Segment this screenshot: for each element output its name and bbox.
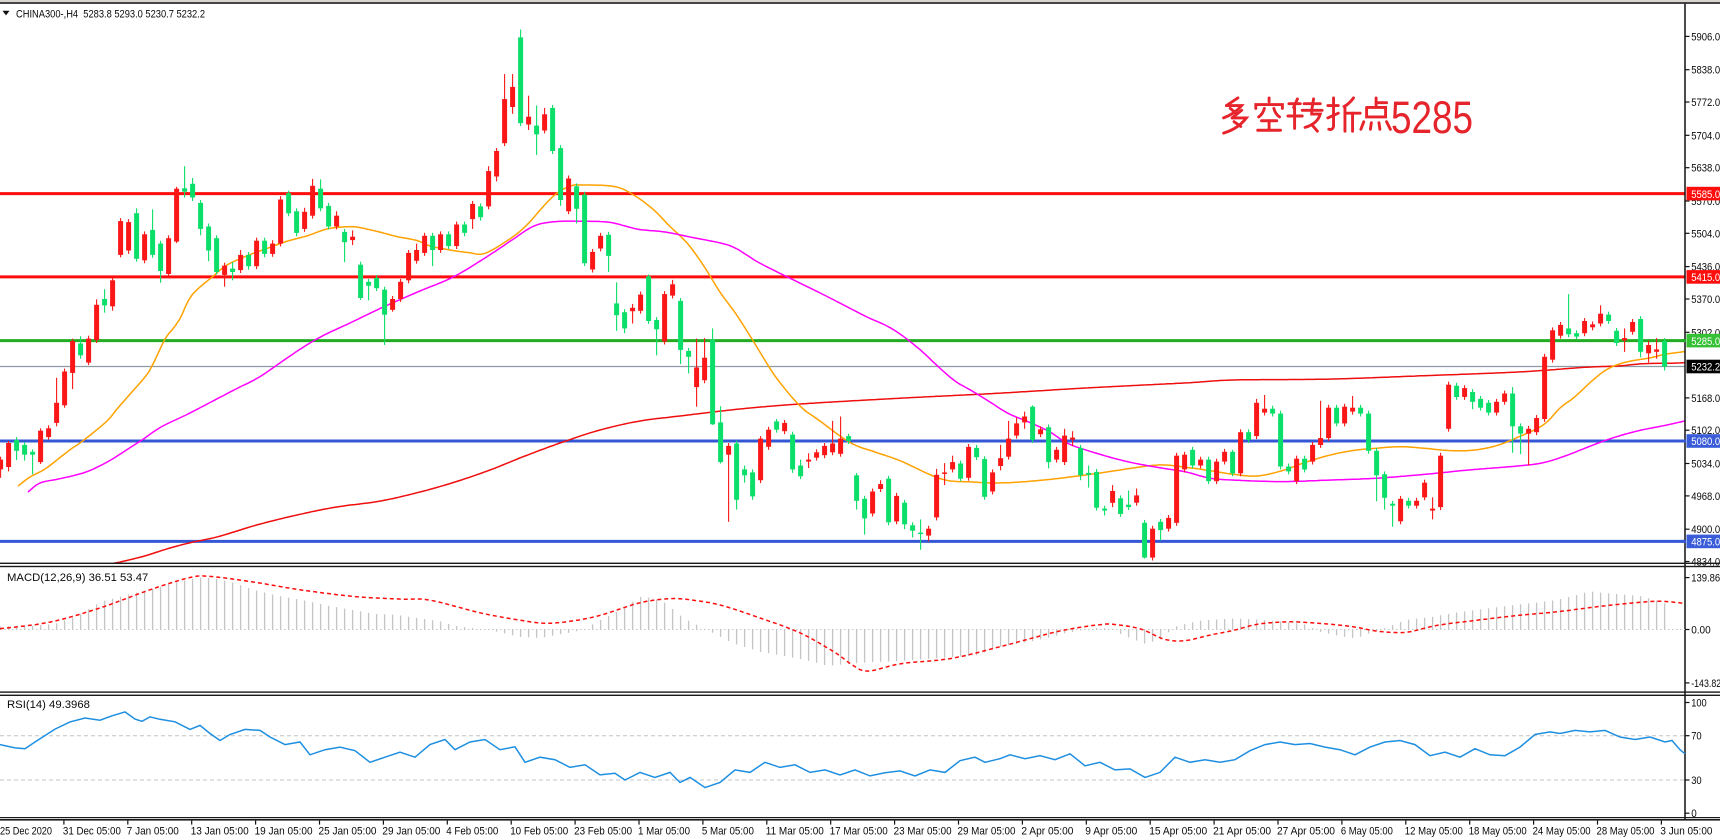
svg-text:6 May 05:00: 6 May 05:00 <box>1341 826 1393 838</box>
svg-text:31 Dec 05:00: 31 Dec 05:00 <box>63 826 121 838</box>
svg-text:5285: 5285 <box>1391 92 1473 143</box>
svg-text:11 Mar 05:00: 11 Mar 05:00 <box>766 826 824 838</box>
svg-text:24 May 05:00: 24 May 05:00 <box>1533 826 1591 838</box>
svg-text:4900.0: 4900.0 <box>1691 524 1720 536</box>
svg-text:5232.2: 5232.2 <box>1691 362 1720 374</box>
svg-text:28 May 05:00: 28 May 05:00 <box>1597 826 1655 838</box>
svg-text:5168.0: 5168.0 <box>1691 393 1720 405</box>
svg-text:1 Mar 05:00: 1 Mar 05:00 <box>638 826 690 838</box>
svg-text:13 Jan 05:00: 13 Jan 05:00 <box>191 826 249 838</box>
svg-text:7 Jan 05:00: 7 Jan 05:00 <box>127 826 179 838</box>
svg-text:29 Jan 05:00: 29 Jan 05:00 <box>382 826 440 838</box>
svg-text:9 Apr 05:00: 9 Apr 05:00 <box>1085 826 1137 838</box>
svg-text:CHINA300-,H4 5283.8 5293.0 52: CHINA300-,H4 5283.8 5293.0 5230.7 5232.2 <box>16 9 205 21</box>
svg-text:4 Feb 05:00: 4 Feb 05:00 <box>446 826 498 838</box>
svg-text:5370.0: 5370.0 <box>1691 294 1720 306</box>
svg-text:5504.0: 5504.0 <box>1691 228 1720 240</box>
svg-text:139.86: 139.86 <box>1691 573 1720 585</box>
svg-text:18 May 05:00: 18 May 05:00 <box>1469 826 1527 838</box>
svg-text:2 Apr 05:00: 2 Apr 05:00 <box>1021 826 1073 838</box>
svg-text:0: 0 <box>1691 808 1697 820</box>
svg-text:12 May 05:00: 12 May 05:00 <box>1405 826 1463 838</box>
svg-text:-143.82: -143.82 <box>1691 678 1720 690</box>
svg-text:100: 100 <box>1691 698 1707 710</box>
svg-text:5704.0: 5704.0 <box>1691 130 1720 142</box>
svg-text:5 Mar 05:00: 5 Mar 05:00 <box>702 826 754 838</box>
svg-text:RSI(14) 49.3968: RSI(14) 49.3968 <box>7 699 90 711</box>
svg-text:23 Mar 05:00: 23 Mar 05:00 <box>894 826 952 838</box>
svg-text:5772.0: 5772.0 <box>1691 97 1720 109</box>
svg-text:15 Apr 05:00: 15 Apr 05:00 <box>1149 826 1207 838</box>
svg-text:21 Apr 05:00: 21 Apr 05:00 <box>1213 826 1271 838</box>
svg-text:5906.0: 5906.0 <box>1691 31 1720 43</box>
svg-text:5285.0: 5285.0 <box>1691 336 1720 348</box>
svg-text:70: 70 <box>1691 731 1702 743</box>
svg-text:3 Jun 05:00: 3 Jun 05:00 <box>1660 826 1712 838</box>
svg-text:5585.0: 5585.0 <box>1691 189 1720 201</box>
svg-text:4834.0: 4834.0 <box>1691 557 1720 569</box>
svg-text:29 Mar 05:00: 29 Mar 05:00 <box>958 826 1016 838</box>
svg-text:MACD(12,26,9) 36.51 53.47: MACD(12,26,9) 36.51 53.47 <box>7 572 148 584</box>
svg-text:30: 30 <box>1691 775 1702 787</box>
svg-text:5034.0: 5034.0 <box>1691 459 1720 471</box>
svg-text:25 Dec 2020: 25 Dec 2020 <box>0 826 52 838</box>
svg-text:5838.0: 5838.0 <box>1691 65 1720 77</box>
svg-text:23 Feb 05:00: 23 Feb 05:00 <box>574 826 632 838</box>
svg-text:25 Jan 05:00: 25 Jan 05:00 <box>319 826 377 838</box>
svg-text:5415.0: 5415.0 <box>1691 272 1720 284</box>
svg-text:5638.0: 5638.0 <box>1691 163 1720 175</box>
svg-text:5080.0: 5080.0 <box>1691 436 1720 448</box>
svg-text:17 Mar 05:00: 17 Mar 05:00 <box>830 826 888 838</box>
svg-text:10 Feb 05:00: 10 Feb 05:00 <box>510 826 568 838</box>
svg-text:4968.0: 4968.0 <box>1691 491 1720 503</box>
svg-text:19 Jan 05:00: 19 Jan 05:00 <box>255 826 313 838</box>
svg-text:4875.0: 4875.0 <box>1691 537 1720 549</box>
svg-text:0.00: 0.00 <box>1691 625 1711 637</box>
svg-text:27 Apr 05:00: 27 Apr 05:00 <box>1277 826 1335 838</box>
